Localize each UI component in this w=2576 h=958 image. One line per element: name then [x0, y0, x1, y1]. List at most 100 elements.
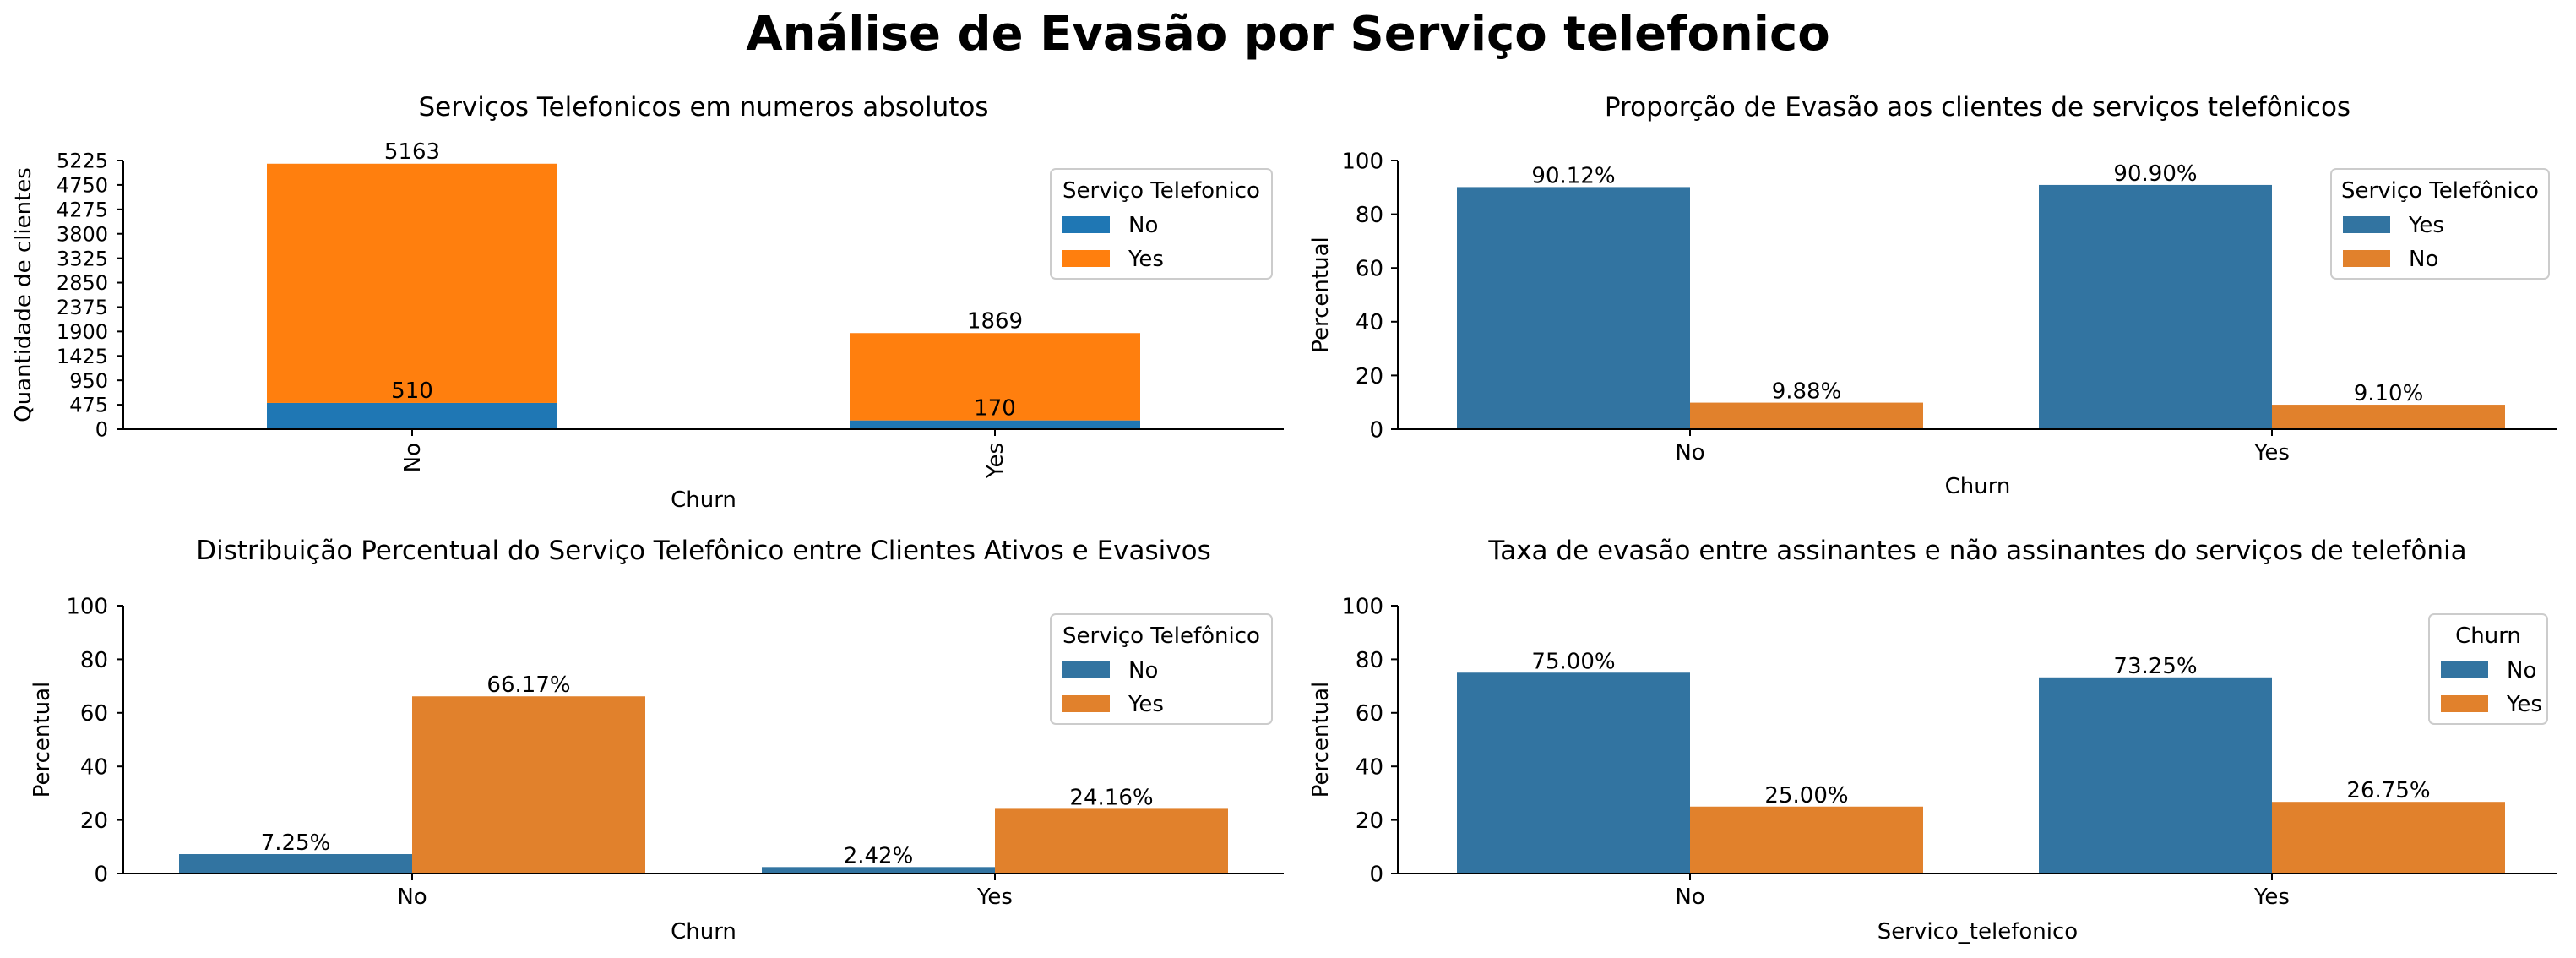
legend-swatch: [1062, 661, 1110, 678]
legend-title: Serviço Telefônico: [2341, 178, 2539, 204]
bar-yes-yes: [2272, 802, 2505, 874]
bar-yes-yes: [850, 333, 1140, 421]
figure-title: Análise de Evasão por Serviço telefonico: [746, 7, 1830, 62]
data-label: 66.17%: [486, 672, 570, 698]
bar-yes-no: [2039, 677, 2272, 874]
y-tick-label: 950: [69, 369, 108, 393]
bar-no-yes: [267, 163, 557, 403]
x-axis-label: Churn: [1945, 474, 2011, 499]
y-tick-label: 475: [69, 394, 108, 417]
legend-title: Serviço Telefônico: [1062, 623, 1260, 649]
legend-swatch: [1062, 250, 1110, 267]
data-label: 510: [391, 378, 433, 404]
legend-label: Yes: [2506, 692, 2542, 717]
y-tick-label: 0: [1369, 417, 1383, 443]
y-tick-label: 1900: [57, 320, 108, 344]
legend-label: No: [1128, 658, 1158, 683]
x-tick-label: No: [1675, 885, 1704, 910]
y-tick-label: 80: [1356, 203, 1383, 228]
x-tick-label: No: [400, 443, 426, 472]
x-tick-label: Yes: [2253, 885, 2290, 910]
legend: Serviço Telefônico Yes No: [2330, 168, 2550, 280]
legend-label: No: [2409, 247, 2438, 272]
legend: Serviço Telefônico No Yes: [1050, 613, 1273, 725]
y-tick-label: 100: [1341, 149, 1383, 174]
y-axis-label: Quantidade de clientes: [11, 167, 36, 422]
chart-3: Distribuição Percentual do Serviço Telef…: [30, 536, 1284, 944]
legend: Serviço Telefonico No Yes: [1050, 168, 1273, 280]
bar-no-yes: [1690, 806, 1923, 874]
legend: Churn No Yes: [2428, 613, 2548, 725]
y-tick-label: 20: [1356, 808, 1383, 834]
bar-yes-yes: [995, 808, 1228, 874]
legend-swatch: [2343, 250, 2390, 267]
x-axis-label: Churn: [671, 487, 736, 513]
chart-title: Distribuição Percentual do Serviço Telef…: [196, 536, 1210, 566]
data-label: 75.00%: [1531, 649, 1615, 674]
y-tick-label: 100: [66, 594, 108, 619]
bar-yes-no: [762, 867, 995, 874]
bar-no-no: [267, 402, 557, 429]
y-tick-label: 100: [1341, 594, 1383, 619]
legend-swatch: [2441, 695, 2488, 712]
y-tick-label: 60: [1356, 257, 1383, 282]
x-tick-label: Yes: [983, 443, 1008, 479]
y-tick-label: 3800: [57, 222, 108, 246]
data-label: 26.75%: [2346, 778, 2430, 803]
bar-no-yes: [412, 696, 645, 874]
chart-4: Taxa de evasão entre assinantes e não as…: [1308, 536, 2557, 944]
chart-title: Serviços Telefonicos em numeros absoluto…: [418, 92, 988, 122]
y-tick-label: 3325: [57, 247, 108, 270]
data-label: 2.42%: [844, 843, 914, 868]
data-label: 1869: [967, 308, 1023, 334]
data-label: 170: [974, 396, 1016, 422]
data-label: 24.16%: [1069, 785, 1153, 810]
legend-swatch: [2441, 661, 2488, 678]
legend-swatch: [1062, 695, 1110, 712]
legend-label: No: [2507, 658, 2536, 683]
y-tick-label: 20: [1356, 364, 1383, 389]
y-tick-label: 20: [80, 808, 108, 834]
y-tick-label: 80: [1356, 648, 1383, 673]
legend-label: Yes: [1128, 692, 1164, 717]
data-label: 73.25%: [2113, 654, 2197, 679]
legend-label: Yes: [2408, 213, 2444, 238]
y-axis-label: Percentual: [1308, 237, 1334, 352]
y-tick-label: 0: [1369, 862, 1383, 887]
x-tick-label: Yes: [2253, 440, 2290, 465]
y-axis-label: Percentual: [1308, 682, 1334, 797]
y-tick-label: 40: [1356, 755, 1383, 781]
chart-2: Proporção de Evasão aos clientes de serv…: [1308, 92, 2557, 499]
legend-label: No: [1128, 213, 1158, 238]
data-label: 9.10%: [2354, 381, 2424, 406]
data-label: 90.12%: [1531, 163, 1615, 188]
data-label: 9.88%: [1772, 379, 1842, 405]
y-tick-label: 0: [94, 862, 108, 887]
y-tick-label: 60: [80, 701, 108, 727]
x-tick-label: Yes: [976, 885, 1013, 910]
bar-no-yes: [1457, 187, 1690, 429]
chart-title: Taxa de evasão entre assinantes e não as…: [1487, 536, 2466, 566]
data-label: 25.00%: [1764, 783, 1848, 808]
legend-swatch: [2343, 216, 2390, 233]
data-label: 7.25%: [261, 830, 331, 856]
y-tick-label: 0: [95, 418, 108, 442]
bar-no-no: [1690, 402, 1923, 429]
chart-1: Serviços Telefonicos em numeros absoluto…: [11, 92, 1284, 513]
y-tick-label: 40: [1356, 310, 1383, 335]
y-tick-label: 4275: [57, 198, 108, 221]
legend-title: Churn: [2455, 623, 2521, 649]
x-axis-label: Servico_telefonico: [1878, 919, 2078, 944]
y-tick-label: 4750: [57, 174, 108, 198]
legend-title: Serviço Telefonico: [1062, 178, 1260, 204]
legend-swatch: [1062, 216, 1110, 233]
y-tick-label: 40: [80, 755, 108, 781]
y-tick-label: 2375: [57, 296, 108, 319]
data-label: 5163: [384, 139, 440, 165]
data-label: 90.90%: [2113, 161, 2197, 187]
x-axis-label: Churn: [671, 919, 736, 944]
bar-yes-no: [2272, 405, 2505, 429]
legend-label: Yes: [1128, 247, 1164, 272]
bar-no-no: [179, 854, 412, 874]
